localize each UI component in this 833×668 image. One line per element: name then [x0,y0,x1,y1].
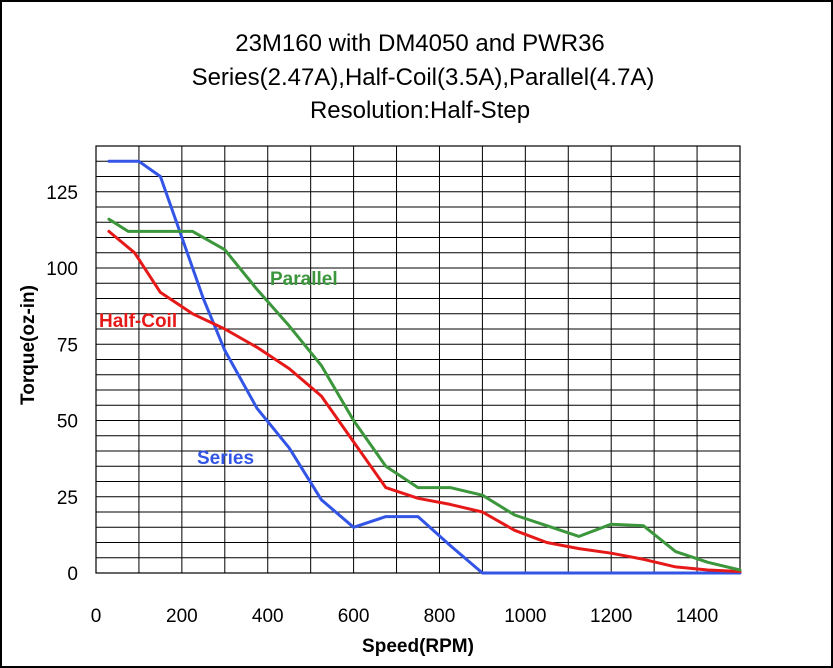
plot-grid [96,146,740,573]
y-tick-label: 125 [46,183,78,204]
y-tick-label: 50 [57,412,78,433]
plot-border [95,145,741,574]
y-axis-label: Torque(oz-in) [18,285,39,405]
series-line-half-coil [107,229,742,573]
series-line-parallel [107,217,742,572]
x-tick-label: 1000 [504,606,546,627]
chart-title: 23M160 with DM4050 and PWR36 Series(2.47… [192,30,655,124]
axis-ticks: 0 200 400 600 800 1000 1200 1400 0 25 50 75 100 125 [46,183,718,627]
x-axis-label: Speed(RPM) [362,636,474,657]
x-tick-label: 400 [252,606,284,627]
title-line-2: Series(2.47A),Half-Coil(3.5A),Parallel(4… [192,64,655,91]
y-tick-label: 25 [57,488,78,509]
series-labels: Parallel Half-Coil Series [99,269,338,469]
y-tick-label: 75 [57,335,78,356]
y-tick-label: 100 [46,259,78,280]
x-tick-label: 1400 [676,606,718,627]
y-tick-label: 0 [67,564,78,585]
x-tick-label: 200 [166,606,198,627]
plot-area [95,145,741,574]
x-tick-label: 800 [424,606,456,627]
series-lines [107,159,742,575]
series-label-series: Series [197,448,254,469]
series-label-parallel: Parallel [270,269,338,290]
title-line-3: Resolution:Half-Step [310,97,530,124]
x-tick-label: 1200 [590,606,632,627]
x-tick-label: 0 [91,606,102,627]
x-tick-label: 600 [338,606,370,627]
series-line-series [107,159,742,575]
series-label-half-coil: Half-Coil [99,311,177,332]
title-line-1: 23M160 with DM4050 and PWR36 [235,30,605,57]
